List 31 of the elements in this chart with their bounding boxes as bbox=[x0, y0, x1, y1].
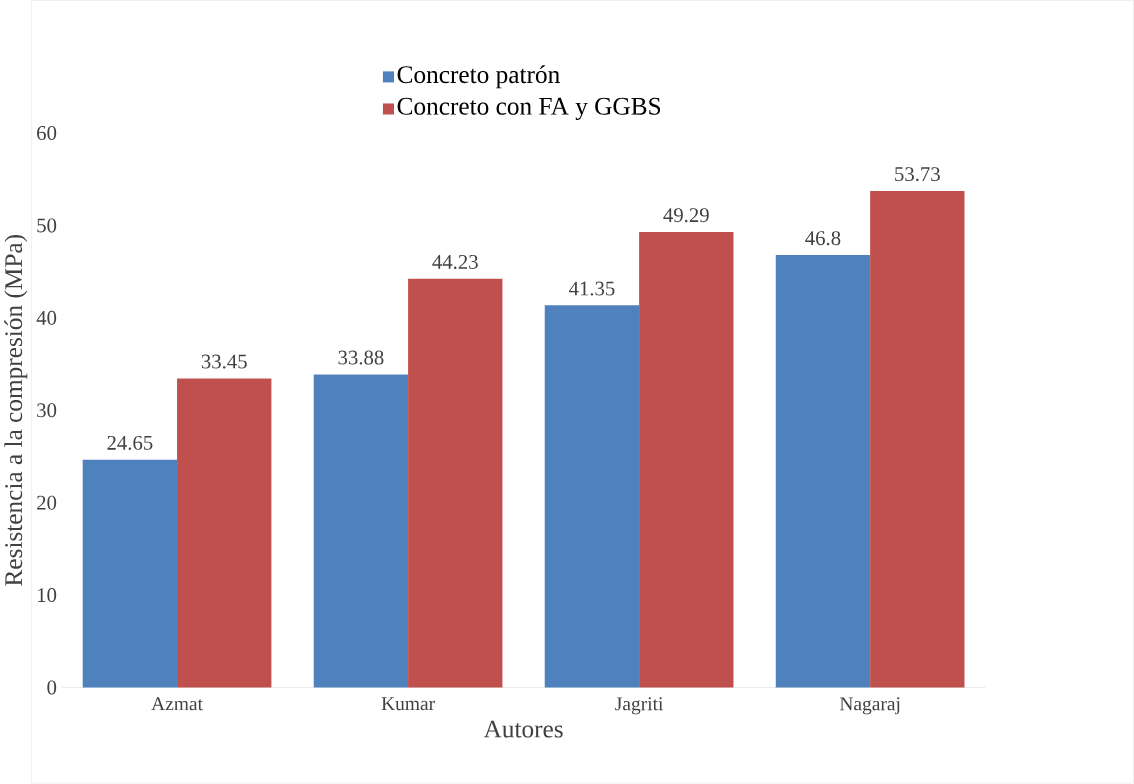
data-label: 33.45 bbox=[201, 354, 247, 369]
legend-label: Concreto patrón bbox=[397, 65, 560, 89]
y-tick-label: 20 bbox=[37, 495, 57, 510]
bar bbox=[775, 255, 871, 688]
x-tick-label: Nagaraj bbox=[839, 697, 900, 715]
bar bbox=[82, 459, 178, 688]
data-label: 53.73 bbox=[895, 167, 940, 182]
bar bbox=[313, 374, 409, 688]
y-axis-title: Resistencia a la compresión (MPa) bbox=[4, 235, 28, 587]
y-tick-label: 10 bbox=[38, 588, 57, 603]
data-label: 33.88 bbox=[338, 350, 384, 365]
bar bbox=[408, 278, 503, 688]
data-label: 46.8 bbox=[805, 231, 841, 246]
bar bbox=[177, 378, 272, 688]
bar bbox=[870, 191, 965, 688]
y-tick-label: 40 bbox=[36, 311, 57, 326]
y-tick-label: 50 bbox=[37, 218, 57, 233]
data-label: 41.35 bbox=[568, 281, 615, 296]
x-tick-label: Jagriti bbox=[615, 697, 664, 715]
x-axis-title: Autores bbox=[483, 720, 563, 738]
y-tick-label: 60 bbox=[37, 126, 57, 141]
y-tick-label: 30 bbox=[37, 403, 57, 418]
bar bbox=[544, 305, 640, 688]
x-tick-label: Kumar bbox=[381, 697, 435, 711]
x-tick-label: Azmat bbox=[151, 697, 203, 711]
bar bbox=[639, 232, 734, 688]
legend-label: Concreto con FA y GGBS bbox=[397, 98, 661, 121]
data-label: 49.29 bbox=[663, 208, 709, 223]
data-label: 44.23 bbox=[432, 255, 478, 270]
y-tick-label: 0 bbox=[47, 680, 57, 695]
data-label: 24.65 bbox=[107, 436, 153, 451]
